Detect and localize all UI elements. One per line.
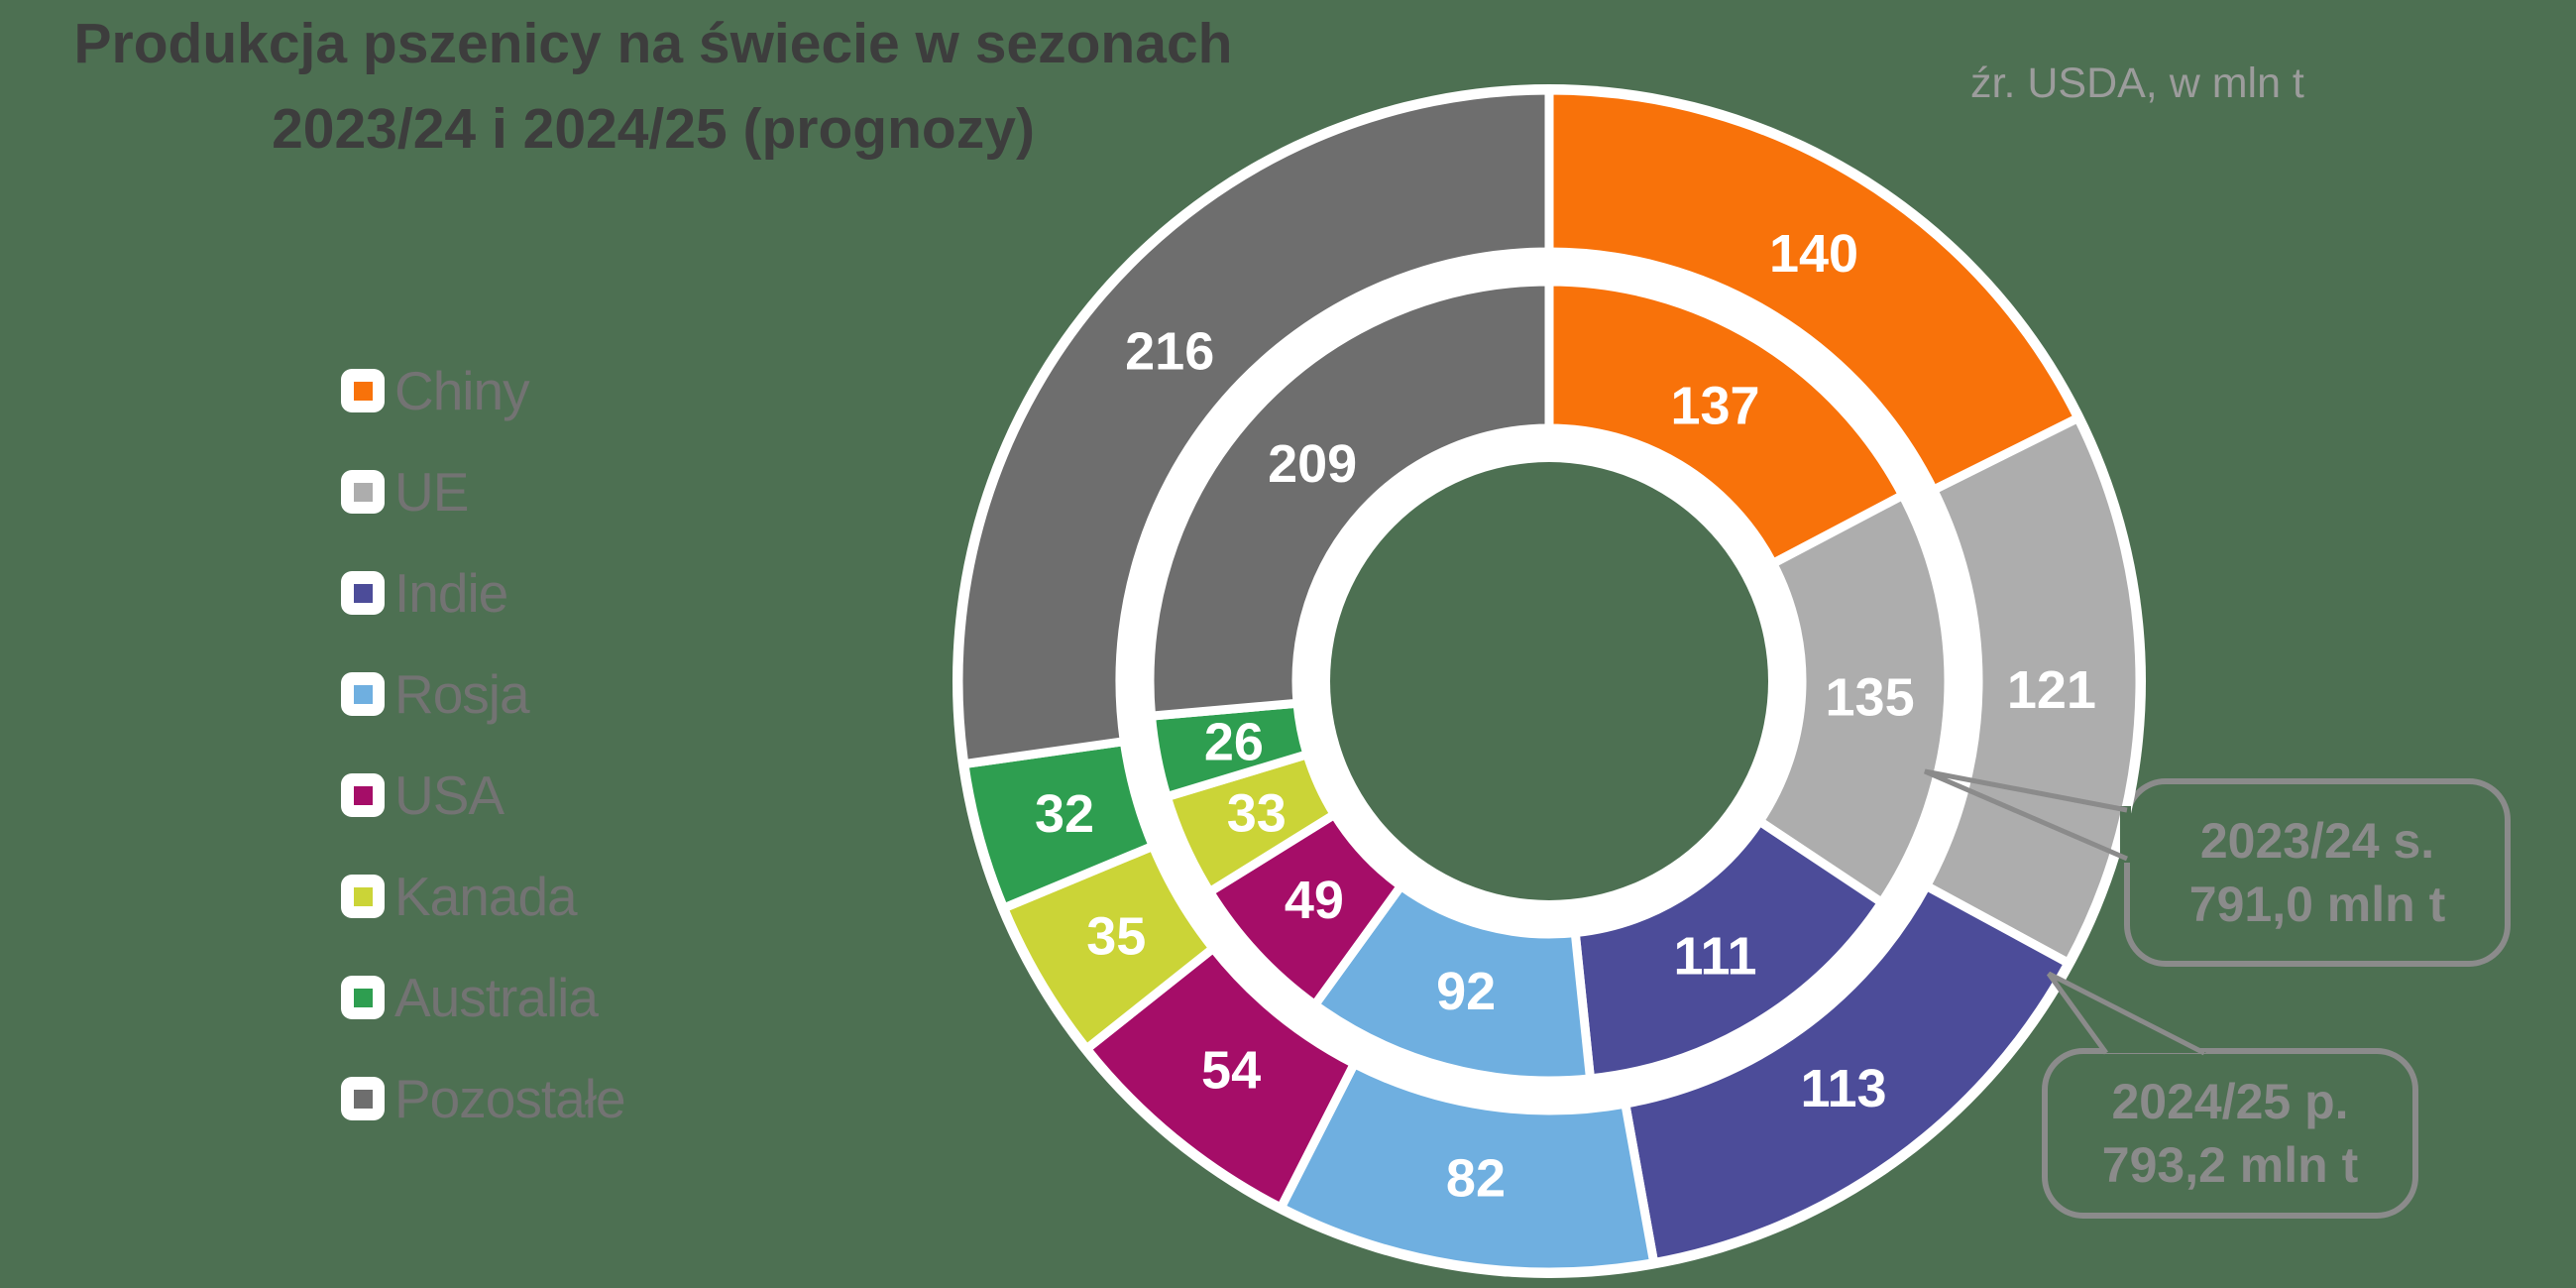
segment-inner-indie — [1570, 815, 1888, 1084]
legend-item-rosja: Rosja — [341, 663, 530, 725]
callout-season-2023-24: 2023/24 s. 791,0 mln t — [2124, 778, 2511, 967]
segment-inner-rosja — [1308, 879, 1596, 1086]
legend-item-australia: Australia — [341, 967, 599, 1028]
value-label-outer-ue: 121 — [2007, 660, 2096, 720]
legend-label: UE — [394, 461, 469, 523]
legend: Chiny UE Indie Rosja USA Kanada Australia Pozos… — [341, 360, 837, 1150]
callout-season-total: 793,2 mln t — [2101, 1137, 2359, 1193]
legend-color-chip — [353, 886, 373, 906]
legend-item-pozostałe: Pozostałe — [341, 1068, 626, 1129]
segment-inner-ue — [1753, 489, 1954, 909]
legend-color-chip — [353, 583, 373, 603]
legend-color-chip — [353, 482, 373, 502]
value-label-outer-pozostałe: 216 — [1125, 322, 1214, 382]
legend-swatch-icon — [341, 369, 385, 412]
legend-item-indie: Indie — [341, 562, 508, 624]
legend-label: Chiny — [394, 360, 530, 421]
legend-swatch-icon — [341, 571, 385, 615]
source-note: źr. USDA, w mln t — [1970, 59, 2304, 107]
donut-white-base — [952, 84, 2146, 1278]
legend-item-ue: UE — [341, 461, 469, 523]
legend-label: USA — [394, 764, 504, 826]
legend-color-chip — [353, 381, 373, 401]
segment-outer-indie — [1620, 879, 2074, 1268]
legend-color-chip — [353, 684, 373, 704]
legend-item-kanada: Kanada — [341, 866, 578, 927]
callout-season-label: 2024/25 p. — [2111, 1074, 2349, 1129]
legend-label: Indie — [394, 562, 508, 624]
value-label-outer-indie: 113 — [1800, 1059, 1886, 1118]
callout-season-total: 791,0 mln t — [2188, 877, 2446, 932]
segment-inner-chiny — [1544, 277, 1909, 570]
value-label-outer-chiny: 140 — [1769, 224, 1858, 284]
segment-inner-australia — [1146, 698, 1313, 803]
segment-outer-usa — [1080, 942, 1361, 1215]
value-label-inner-chiny: 137 — [1670, 377, 1759, 436]
value-label-outer-usa: 54 — [1201, 1041, 1261, 1101]
value-label-inner-usa: 49 — [1285, 871, 1344, 930]
legend-swatch-icon — [341, 875, 385, 918]
legend-color-chip — [353, 785, 373, 805]
value-label-outer-australia: 32 — [1035, 784, 1094, 844]
segment-outer-rosja — [1275, 1057, 1659, 1277]
value-label-inner-australia: 26 — [1204, 712, 1264, 771]
value-label-inner-pozostałe: 209 — [1268, 434, 1357, 494]
value-label-outer-rosja: 82 — [1446, 1149, 1506, 1209]
legend-swatch-icon — [341, 470, 385, 514]
legend-swatch-icon — [341, 773, 385, 817]
value-label-inner-indie: 111 — [1673, 926, 1756, 986]
legend-color-chip — [353, 1089, 373, 1109]
legend-swatch-icon — [341, 976, 385, 1019]
segment-outer-ue — [1920, 411, 2145, 970]
value-label-outer-kanada: 35 — [1086, 907, 1146, 967]
legend-item-chiny: Chiny — [341, 360, 530, 421]
legend-label: Pozostałe — [394, 1068, 626, 1129]
legend-label: Kanada — [394, 866, 578, 927]
legend-swatch-icon — [341, 1077, 385, 1120]
donut-hole — [1330, 462, 1768, 900]
callout2-leader-lines — [2046, 971, 2206, 1056]
callout-season-2024-25: 2024/25 p. 793,2 mln t — [2042, 1048, 2418, 1219]
value-label-inner-rosja: 92 — [1436, 962, 1496, 1021]
legend-item-usa: USA — [341, 764, 504, 826]
chart-title: Produkcja pszenicy na świecie w sezonach… — [73, 12, 1233, 161]
segment-outer-pozostałe — [953, 85, 1554, 769]
segment-outer-kanada — [997, 840, 1220, 1056]
segment-outer-chiny — [1544, 85, 2084, 497]
callout2-border-mask — [2049, 974, 2206, 1053]
legend-swatch-icon — [341, 672, 385, 716]
segment-outer-australia — [958, 736, 1160, 914]
segment-inner-usa — [1203, 808, 1407, 1011]
segment-inner-pozostałe — [1145, 277, 1554, 721]
legend-label: Rosja — [394, 663, 530, 725]
segment-inner-kanada — [1161, 749, 1341, 898]
legend-label: Australia — [394, 967, 599, 1028]
value-label-inner-kanada: 33 — [1227, 783, 1287, 843]
callout-season-label: 2023/24 s. — [2199, 813, 2435, 869]
legend-color-chip — [353, 988, 373, 1007]
value-label-inner-ue: 135 — [1826, 668, 1915, 728]
callout1-leader-lines — [1924, 768, 2128, 862]
